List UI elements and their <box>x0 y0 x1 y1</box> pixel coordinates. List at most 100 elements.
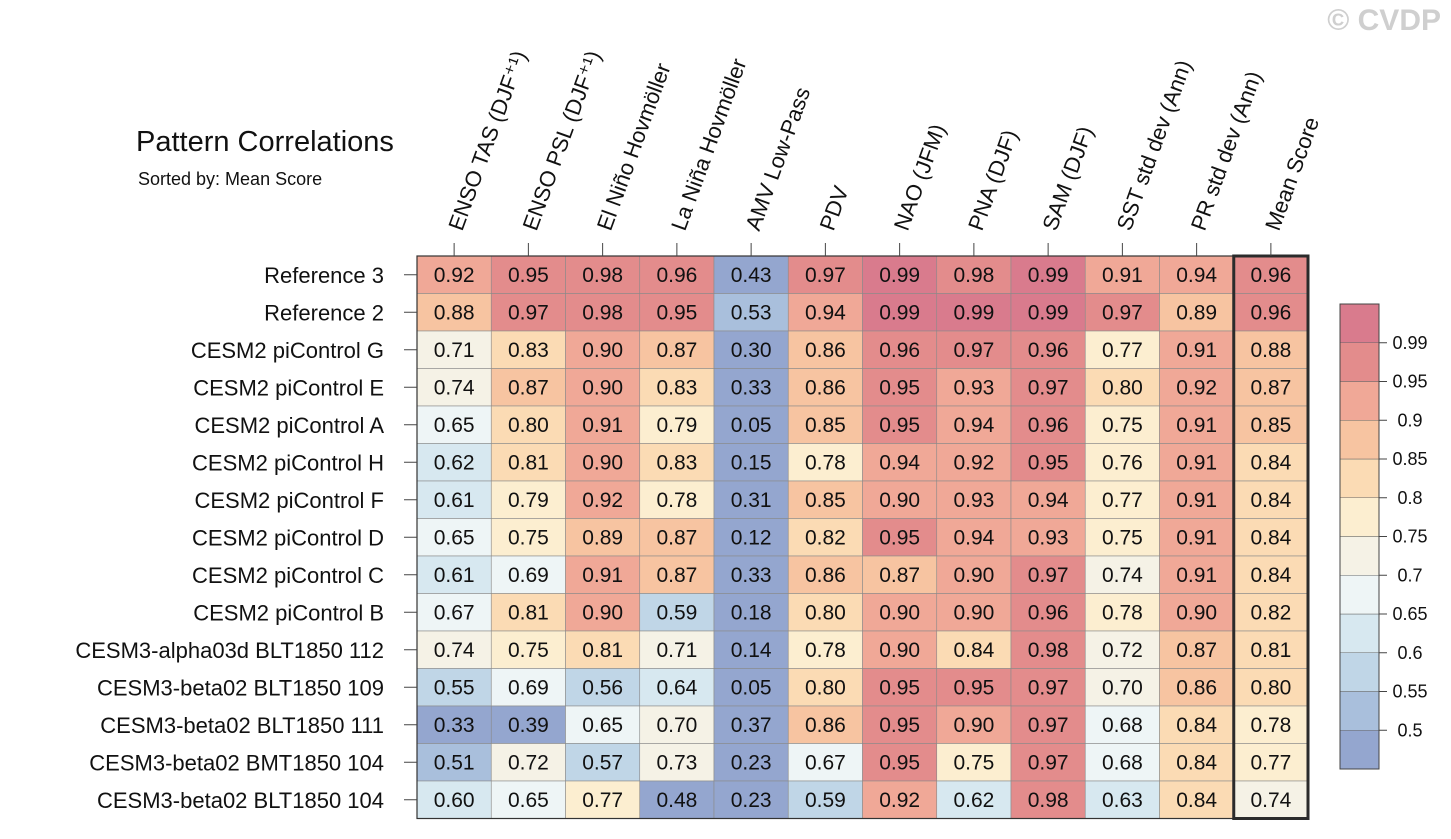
heatmap-cell <box>1233 555 1309 594</box>
heatmap-cell <box>1159 293 1235 332</box>
heatmap-cell <box>490 743 566 782</box>
cell-value: 0.92 <box>879 789 920 812</box>
heatmap-cell <box>936 630 1012 669</box>
column-label: El Niño Hovmöller <box>592 60 676 234</box>
cell-value: 0.99 <box>1028 264 1069 287</box>
cell-value: 0.91 <box>582 414 623 437</box>
cell-value: 0.37 <box>731 714 772 737</box>
heatmap-cell <box>862 668 938 707</box>
row-label: CESM2 piControl H <box>192 450 384 475</box>
cell-value: 0.33 <box>434 714 475 737</box>
cell-value: 0.71 <box>656 639 697 662</box>
heatmap-cell <box>416 705 492 744</box>
cell-value: 0.95 <box>879 414 920 437</box>
heatmap-cell <box>416 780 492 819</box>
heatmap-cell <box>1084 743 1160 782</box>
colorbar-label: 0.55 <box>1392 682 1427 702</box>
cell-value: 0.92 <box>434 264 475 287</box>
cell-value: 0.59 <box>656 601 697 624</box>
cell-value: 0.96 <box>1028 339 1069 362</box>
colorbar: 0.5 0.55 0.6 0.65 0.7 0.75 0.8 0.85 0.9 0.95 0.99 <box>1339 303 1428 770</box>
heatmap-cell <box>416 743 492 782</box>
cell-value: 0.91 <box>1176 339 1217 362</box>
cell-value: 0.63 <box>1102 789 1143 812</box>
cell-value: 0.74 <box>434 376 475 399</box>
cell-value: 0.31 <box>731 489 772 512</box>
heatmap-cell <box>1084 518 1160 557</box>
heatmap-cell <box>1010 368 1086 407</box>
cell-value: 0.65 <box>434 526 475 549</box>
heatmap-cell <box>416 368 492 407</box>
cell-value: 0.98 <box>582 264 623 287</box>
watermark: © CVDP <box>1327 4 1441 37</box>
cell-value: 0.65 <box>434 414 475 437</box>
column-label: PR std dev (Ann) <box>1186 68 1267 234</box>
heatmap-cell <box>565 705 641 744</box>
cell-value: 0.90 <box>582 376 623 399</box>
heatmap-cell <box>1159 593 1235 632</box>
colorbar-label: 0.7 <box>1397 565 1422 585</box>
cell-value: 0.84 <box>1250 489 1291 512</box>
cell-value: 0.93 <box>953 489 994 512</box>
heatmap-cell <box>416 668 492 707</box>
heatmap-cell <box>416 330 492 369</box>
cell-value: 0.51 <box>434 751 475 774</box>
heatmap-cell <box>490 705 566 744</box>
heatmap-cell <box>1084 668 1160 707</box>
cell-value: 0.23 <box>731 751 772 774</box>
cell-value: 0.70 <box>656 714 697 737</box>
colorbar-label: 0.65 <box>1392 604 1427 624</box>
heatmap-cell <box>862 743 938 782</box>
cell-value: 0.97 <box>805 264 846 287</box>
heatmap-cell <box>787 405 863 444</box>
colorbar-label: 0.99 <box>1392 333 1427 353</box>
heatmap-cell <box>936 593 1012 632</box>
cell-value: 0.91 <box>1176 489 1217 512</box>
cell-value: 0.77 <box>1102 489 1143 512</box>
cell-value: 0.95 <box>953 676 994 699</box>
heatmap-cell <box>862 630 938 669</box>
cell-value: 0.57 <box>582 751 623 774</box>
cell-value: 0.75 <box>1102 414 1143 437</box>
cell-value: 0.95 <box>879 676 920 699</box>
cell-value: 0.80 <box>1250 676 1291 699</box>
heatmap-cell <box>1084 480 1160 519</box>
heatmap-cell <box>787 668 863 707</box>
heatmap-cell <box>639 518 715 557</box>
cell-value: 0.80 <box>1102 376 1143 399</box>
heatmap-cell <box>936 780 1012 819</box>
column-label: PDV <box>815 182 854 233</box>
heatmap-cell <box>787 705 863 744</box>
heatmap-cell <box>1159 705 1235 744</box>
cell-value: 0.85 <box>805 414 846 437</box>
cell-value: 0.89 <box>1176 301 1217 324</box>
cell-value: 0.84 <box>953 639 994 662</box>
heatmap-cell <box>713 668 789 707</box>
cell-value: 0.76 <box>1102 451 1143 474</box>
cell-value: 0.95 <box>879 526 920 549</box>
cell-value: 0.84 <box>1176 751 1217 774</box>
heatmap-cell <box>1010 668 1086 707</box>
colorbar-swatch <box>1339 342 1380 382</box>
heatmap-cell <box>1010 480 1086 519</box>
cell-value: 0.90 <box>879 601 920 624</box>
row-label: CESM3-beta02 BMT1850 104 <box>89 750 384 775</box>
cell-value: 0.97 <box>953 339 994 362</box>
cell-value: 0.77 <box>1250 751 1291 774</box>
column-label: Mean Score <box>1260 114 1324 234</box>
heatmap-cell <box>639 743 715 782</box>
column-label: ENSO TAS (DJF⁺¹) <box>443 47 531 233</box>
cell-value: 0.98 <box>582 301 623 324</box>
heatmap-cell <box>936 743 1012 782</box>
row-label: CESM2 piControl B <box>193 600 384 625</box>
cell-value: 0.84 <box>1176 714 1217 737</box>
cell-value: 0.87 <box>656 564 697 587</box>
cell-value: 0.90 <box>879 639 920 662</box>
cell-value: 0.82 <box>805 526 846 549</box>
cell-value: 0.87 <box>508 376 549 399</box>
cell-value: 0.98 <box>1028 639 1069 662</box>
cell-value: 0.94 <box>953 526 994 549</box>
cell-value: 0.99 <box>879 264 920 287</box>
cell-value: 0.94 <box>805 301 846 324</box>
row-label: CESM2 piControl E <box>193 375 384 400</box>
